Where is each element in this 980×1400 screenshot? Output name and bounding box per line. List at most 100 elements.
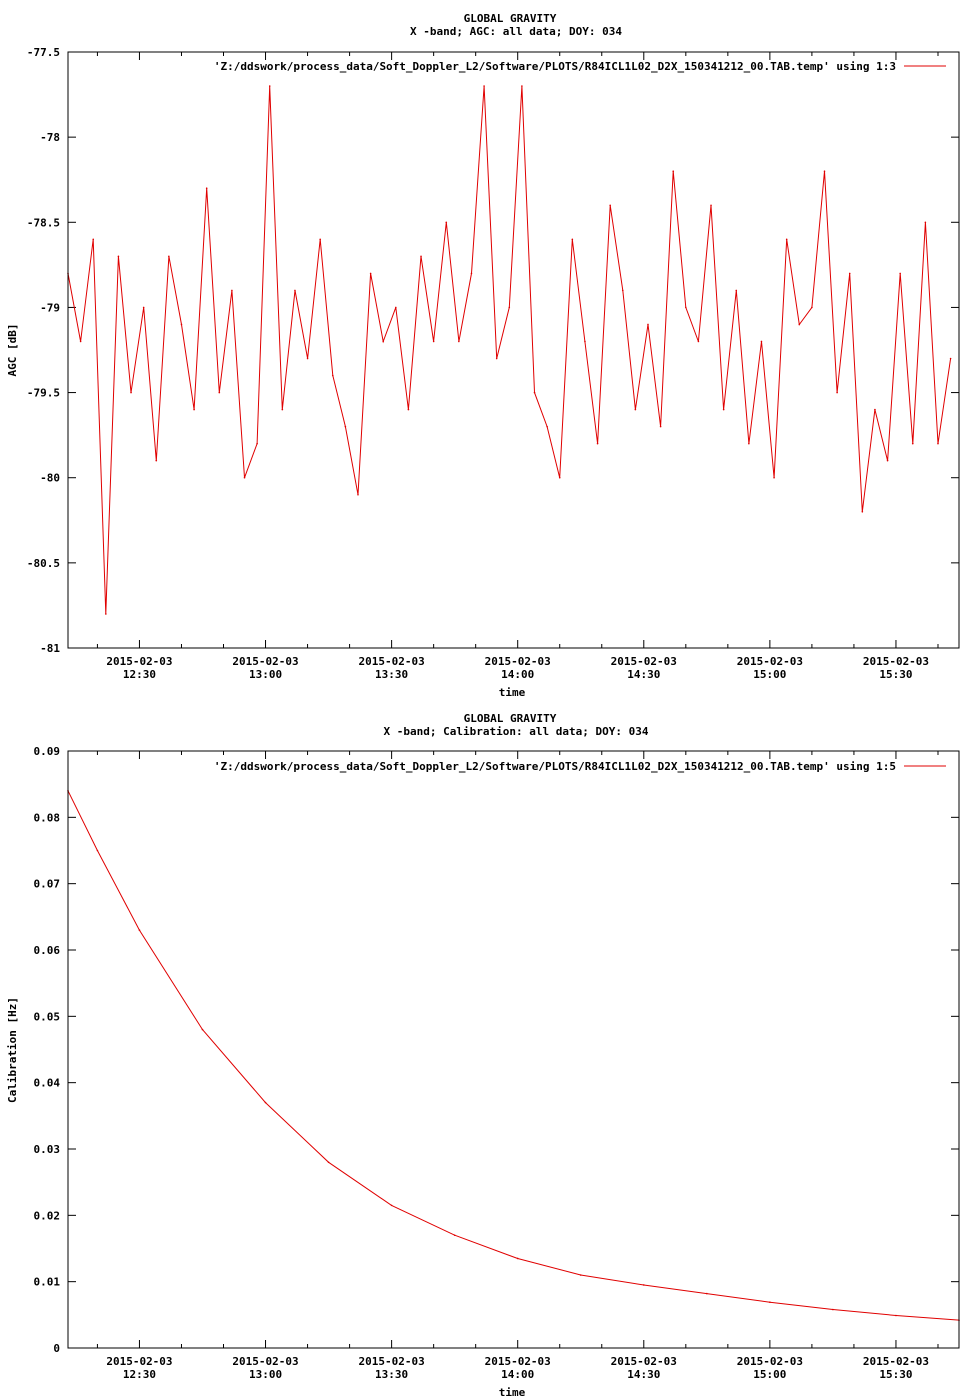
calibration-series-line [67,790,960,1321]
agc-data-point [218,391,221,394]
agc-data-point [710,204,712,207]
agc-data-point [306,357,309,360]
y-tick-label: 0.03 [34,1143,61,1156]
y-tick-label: 0.06 [34,944,61,957]
calibration-data-point [264,1101,267,1104]
agc-data-point [773,476,775,479]
calibration-series [67,790,960,1321]
x-tick-time-label: 12:30 [123,1368,156,1381]
agc-data-point [735,289,738,292]
x-tick-time-label: 13:00 [249,668,282,681]
y-tick-label: 0.09 [34,745,61,758]
x-tick-date-label: 2015-02-03 [106,655,172,668]
x-tick-date-label: 2015-02-03 [863,1355,929,1368]
calibration-y-axis-label: Calibration [Hz] [6,997,19,1103]
calibration-data-point [327,1161,330,1164]
x-tick-date-label: 2015-02-03 [737,1355,803,1368]
agc-data-point [874,408,876,411]
calibration-data-point [453,1234,456,1237]
x-tick-date-label: 2015-02-03 [863,655,929,668]
agc-data-point [848,272,851,275]
agc-legend-label: 'Z:/ddswork/process_data/Soft_Doppler_L2… [214,60,896,73]
agc-chart-title: GLOBAL GRAVITY [464,12,557,25]
calibration-data-point [96,849,99,852]
calibration-data-point [516,1257,519,1260]
agc-data-point [432,340,435,343]
agc-data-point [937,442,939,445]
agc-data-point [823,170,826,172]
y-tick-label: -78.5 [27,216,60,229]
y-tick-label: -81 [40,642,60,655]
agc-series [67,85,952,615]
x-tick-time-label: 13:30 [375,668,408,681]
agc-data-point [836,391,838,394]
agc-data-point [609,204,611,207]
agc-data-point [621,289,624,292]
y-tick-label: -79 [40,301,60,314]
agc-data-point [105,613,107,615]
x-tick-time-label: 14:30 [627,1368,660,1381]
agc-data-point [861,510,864,513]
calibration-panel: GLOBAL GRAVITY X -band; Calibration: all… [6,712,960,1399]
x-tick-time-label: 15:00 [753,668,786,681]
y-tick-label: -80 [40,472,60,485]
calibration-y-axis: 0.09 0.08 0.07 0.06 0.05 0.04 0.03 0.02 0.01 0 [34,745,959,1355]
agc-data-point [331,374,334,377]
x-tick-date-label: 2015-02-03 [232,655,298,668]
agc-panel: GLOBAL GRAVITY X -band; AGC: all data; D… [6,12,960,699]
agc-plot-frame [67,51,960,649]
y-tick-label: -78 [40,131,60,144]
agc-data-point [420,255,422,258]
agc-data-point [294,289,296,292]
agc-x-axis-label: time [499,686,526,699]
calibration-data-point [706,1292,708,1295]
agc-data-point [117,255,120,258]
agc-data-point [533,391,536,394]
calibration-data-point [390,1204,393,1207]
calibration-chart-title: GLOBAL GRAVITY [464,712,557,725]
calibration-data-point [769,1301,771,1304]
agc-data-point [369,272,372,275]
calibration-x-axis: 2015-02-0312:302015-02-0313:002015-02-03… [96,751,939,1381]
agc-data-point [571,238,574,241]
agc-data-point [256,442,258,445]
agc-data-point [697,340,700,343]
agc-data-point [949,357,952,360]
agc-data-point [584,340,586,343]
x-tick-date-label: 2015-02-03 [737,655,803,668]
calibration-data-point [642,1284,645,1286]
agc-data-point [205,187,208,190]
agc-data-point [634,408,637,411]
calibration-plot-frame [67,750,960,1349]
x-tick-time-label: 13:30 [375,1368,408,1381]
x-tick-date-label: 2015-02-03 [611,1355,677,1368]
agc-data-point [243,476,246,479]
agc-data-point [130,391,132,394]
agc-data-point [470,272,473,275]
agc-data-point [508,306,511,309]
agc-data-point [445,221,448,224]
agc-data-point [395,306,397,309]
agc-data-point [155,459,158,462]
x-tick-time-label: 14:00 [501,668,534,681]
agc-data-point [193,408,195,411]
x-tick-time-label: 13:00 [249,1368,282,1381]
calibration-data-point [138,929,141,931]
agc-data-point [659,425,662,428]
y-tick-label: 0.05 [34,1010,61,1023]
agc-data-point [558,476,561,479]
x-tick-time-label: 14:00 [501,1368,534,1381]
x-tick-date-label: 2015-02-03 [232,1355,298,1368]
x-tick-time-label: 14:30 [627,668,660,681]
calibration-data-point [895,1314,897,1317]
agc-y-axis: -77.5 -78 -78.5 -79 -79.5 -80 -80.5 -81 [27,46,959,655]
x-tick-time-label: 15:00 [753,1368,786,1381]
y-tick-label: -77.5 [27,46,60,59]
agc-data-point [92,238,95,241]
agc-data-point [886,459,889,462]
agc-data-point [596,442,599,445]
agc-data-point [722,408,725,411]
agc-data-point [357,493,359,496]
agc-data-point [911,442,914,445]
agc-y-axis-label: AGC [dB] [6,324,19,377]
